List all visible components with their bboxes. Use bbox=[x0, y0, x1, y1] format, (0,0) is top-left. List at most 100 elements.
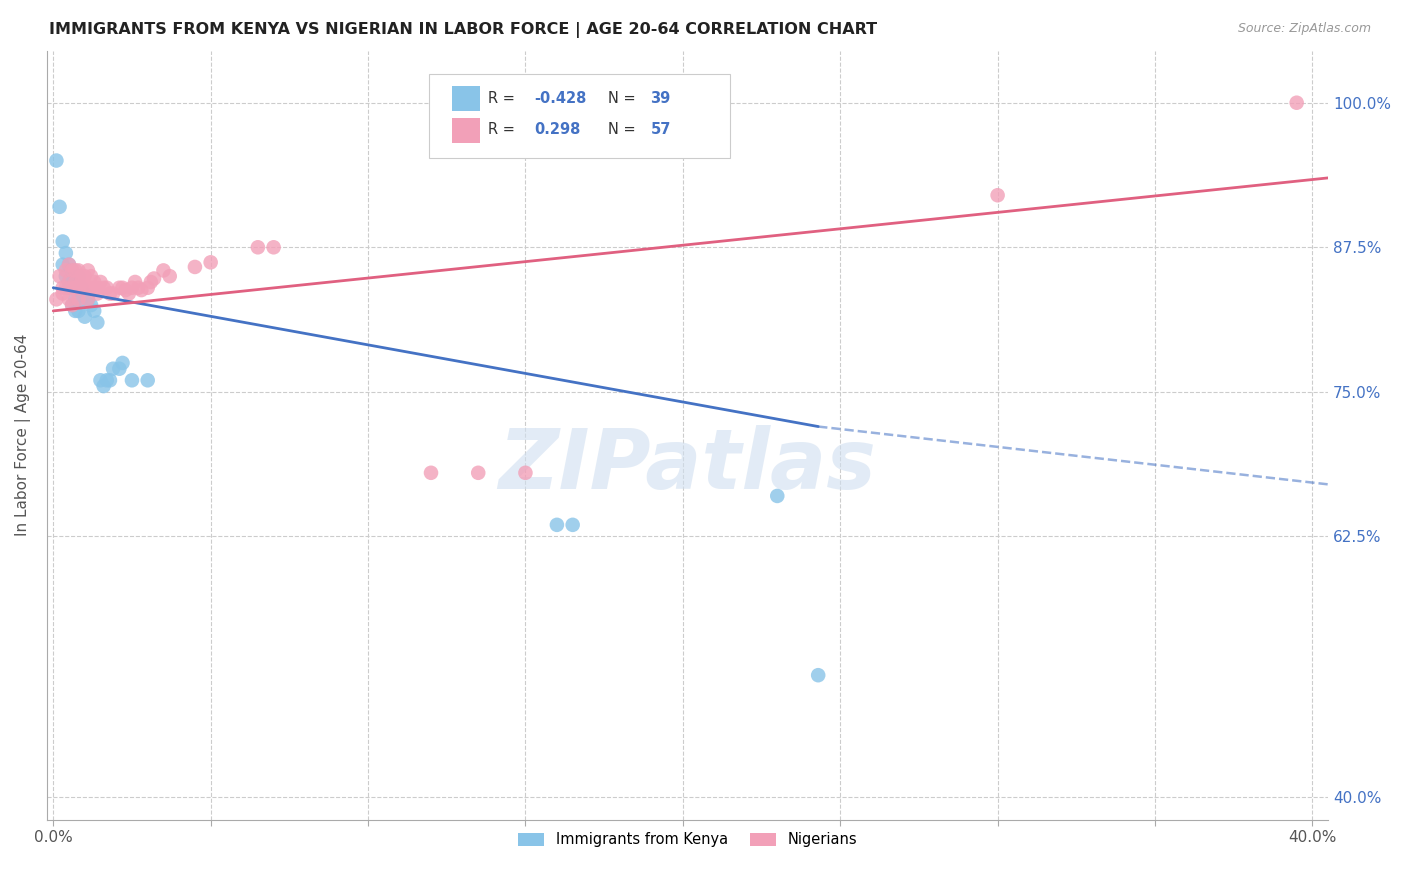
Point bbox=[124, 275, 146, 289]
Point bbox=[58, 258, 80, 272]
Point bbox=[67, 293, 90, 307]
Point bbox=[77, 263, 100, 277]
Point bbox=[118, 286, 141, 301]
Point bbox=[111, 356, 134, 370]
Point bbox=[52, 286, 75, 301]
Point bbox=[86, 286, 108, 301]
Point bbox=[60, 298, 83, 312]
Point bbox=[80, 269, 103, 284]
Point bbox=[89, 373, 111, 387]
Text: 57: 57 bbox=[651, 122, 671, 137]
Point bbox=[263, 240, 285, 254]
Point bbox=[65, 275, 87, 289]
Point bbox=[48, 200, 70, 214]
Point bbox=[80, 298, 103, 312]
Text: N =: N = bbox=[609, 91, 640, 106]
Point bbox=[101, 361, 124, 376]
Point bbox=[55, 269, 77, 284]
Text: -0.428: -0.428 bbox=[534, 91, 586, 106]
Point bbox=[73, 286, 96, 301]
Point bbox=[83, 275, 105, 289]
Point bbox=[52, 281, 75, 295]
Point bbox=[77, 281, 100, 295]
Text: ZIPatlas: ZIPatlas bbox=[499, 425, 876, 507]
Point bbox=[184, 260, 207, 274]
Point bbox=[108, 361, 131, 376]
Point bbox=[48, 269, 70, 284]
Y-axis label: In Labor Force | Age 20-64: In Labor Force | Age 20-64 bbox=[15, 334, 31, 536]
Point bbox=[67, 304, 90, 318]
Text: N =: N = bbox=[609, 122, 640, 137]
Point bbox=[83, 304, 105, 318]
Point bbox=[101, 286, 124, 301]
Point bbox=[139, 275, 162, 289]
Point bbox=[77, 293, 100, 307]
Text: R =: R = bbox=[488, 91, 519, 106]
Point bbox=[420, 466, 443, 480]
Point bbox=[200, 255, 222, 269]
Point bbox=[67, 263, 90, 277]
Bar bbox=[451, 119, 479, 143]
Point bbox=[127, 281, 149, 295]
Point bbox=[45, 293, 67, 307]
Point bbox=[73, 269, 96, 284]
Point bbox=[65, 263, 87, 277]
Point bbox=[766, 489, 789, 503]
Point bbox=[73, 310, 96, 324]
Point bbox=[121, 373, 143, 387]
Point bbox=[136, 373, 159, 387]
Text: 39: 39 bbox=[651, 91, 671, 106]
Point bbox=[1285, 95, 1308, 110]
Point bbox=[807, 668, 830, 682]
Point bbox=[67, 281, 90, 295]
Point bbox=[73, 281, 96, 295]
Point bbox=[561, 517, 583, 532]
Point bbox=[152, 263, 174, 277]
Point bbox=[65, 293, 87, 307]
Point bbox=[58, 293, 80, 307]
Point bbox=[96, 373, 118, 387]
Point bbox=[55, 246, 77, 260]
Point bbox=[52, 258, 75, 272]
Text: 0.298: 0.298 bbox=[534, 122, 581, 137]
Point bbox=[86, 281, 108, 295]
Point bbox=[98, 286, 121, 301]
Point bbox=[80, 281, 103, 295]
Point bbox=[93, 281, 115, 295]
Point bbox=[467, 466, 489, 480]
Point bbox=[60, 263, 83, 277]
Point bbox=[67, 269, 90, 284]
Point bbox=[89, 275, 111, 289]
Legend: Immigrants from Kenya, Nigerians: Immigrants from Kenya, Nigerians bbox=[510, 825, 865, 855]
Point bbox=[136, 281, 159, 295]
Point bbox=[70, 269, 93, 284]
Point bbox=[52, 235, 75, 249]
FancyBboxPatch shape bbox=[429, 74, 730, 159]
Point bbox=[246, 240, 269, 254]
Point bbox=[55, 263, 77, 277]
Point bbox=[65, 304, 87, 318]
Point bbox=[987, 188, 1010, 202]
Point bbox=[121, 281, 143, 295]
Point bbox=[77, 293, 100, 307]
Text: IMMIGRANTS FROM KENYA VS NIGERIAN IN LABOR FORCE | AGE 20-64 CORRELATION CHART: IMMIGRANTS FROM KENYA VS NIGERIAN IN LAB… bbox=[49, 22, 877, 38]
Point bbox=[60, 281, 83, 295]
Point bbox=[70, 293, 93, 307]
Point bbox=[86, 316, 108, 330]
Point bbox=[45, 153, 67, 168]
Point bbox=[60, 298, 83, 312]
Point bbox=[60, 281, 83, 295]
Point bbox=[96, 281, 118, 295]
Point bbox=[67, 283, 90, 297]
Point bbox=[65, 275, 87, 289]
Point bbox=[131, 283, 153, 297]
Point bbox=[60, 263, 83, 277]
Point bbox=[546, 517, 568, 532]
Bar bbox=[451, 86, 479, 111]
Point bbox=[70, 281, 93, 295]
Point bbox=[58, 258, 80, 272]
Text: Source: ZipAtlas.com: Source: ZipAtlas.com bbox=[1237, 22, 1371, 36]
Point bbox=[114, 283, 136, 297]
Point bbox=[65, 281, 87, 295]
Text: R =: R = bbox=[488, 122, 519, 137]
